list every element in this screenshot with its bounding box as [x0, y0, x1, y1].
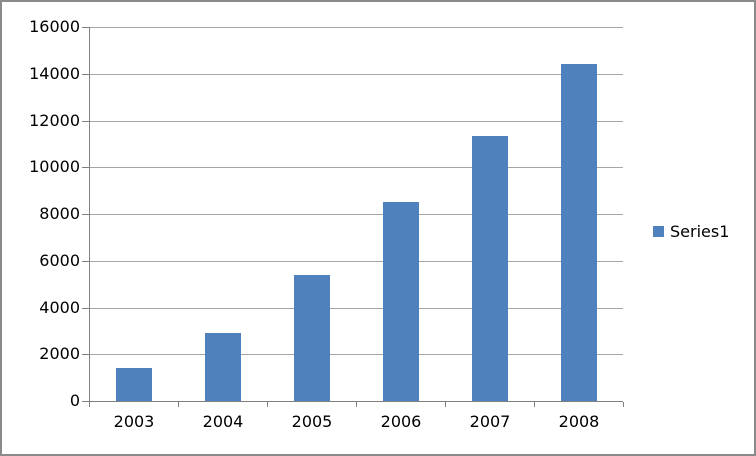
y-axis-label-6000: 6000	[39, 251, 80, 270]
y-axis-label-8000: 8000	[39, 204, 80, 223]
bar-2003	[116, 368, 152, 401]
y-axis-tick-14000	[82, 74, 89, 75]
x-axis-label-2006: 2006	[380, 412, 422, 431]
gridline-8000	[89, 214, 623, 215]
x-axis-tick-2	[267, 402, 268, 407]
legend-swatch-series1	[653, 226, 664, 237]
y-axis-tick-12000	[82, 121, 89, 122]
bar-2007	[472, 136, 508, 401]
y-axis-label-10000: 10000	[29, 157, 80, 176]
y-axis-label-2000: 2000	[39, 344, 80, 363]
x-axis-tick-0	[89, 402, 90, 407]
y-axis-label-12000: 12000	[29, 111, 80, 130]
y-axis-tick-2000	[82, 354, 89, 355]
y-axis-label-16000: 16000	[29, 17, 80, 36]
gridline-12000	[89, 121, 623, 122]
bar-2006	[383, 202, 419, 401]
y-axis-tick-0	[82, 401, 89, 402]
chart-legend: Series1	[653, 222, 729, 241]
x-axis-line	[89, 401, 623, 402]
gridline-4000	[89, 308, 623, 309]
y-axis-label-0: 0	[69, 391, 80, 410]
y-axis-line	[89, 27, 90, 402]
y-axis-label-4000: 4000	[39, 298, 80, 317]
x-axis-tick-6	[623, 402, 624, 407]
x-axis-label-2003: 2003	[113, 412, 155, 431]
y-axis-tick-10000	[82, 167, 89, 168]
gridline-16000	[89, 27, 623, 28]
legend-label-series1: Series1	[670, 222, 730, 241]
gridline-14000	[89, 74, 623, 75]
y-axis-tick-8000	[82, 214, 89, 215]
x-axis-tick-5	[534, 402, 535, 407]
bar-2004	[205, 333, 241, 401]
gridline-6000	[89, 261, 623, 262]
bar-2005	[294, 275, 330, 401]
x-axis-tick-4	[445, 402, 446, 407]
x-axis-label-2004: 2004	[202, 412, 244, 431]
gridline-2000	[89, 354, 623, 355]
y-axis-tick-4000	[82, 308, 89, 309]
x-axis-label-2005: 2005	[291, 412, 333, 431]
y-axis-tick-6000	[82, 261, 89, 262]
gridline-10000	[89, 167, 623, 168]
x-axis-tick-1	[178, 402, 179, 407]
x-axis-label-2008: 2008	[558, 412, 600, 431]
x-axis-label-2007: 2007	[469, 412, 511, 431]
y-axis-tick-16000	[82, 27, 89, 28]
bar-2008	[561, 64, 597, 401]
x-axis-tick-3	[356, 402, 357, 407]
y-axis-label-14000: 14000	[29, 64, 80, 83]
